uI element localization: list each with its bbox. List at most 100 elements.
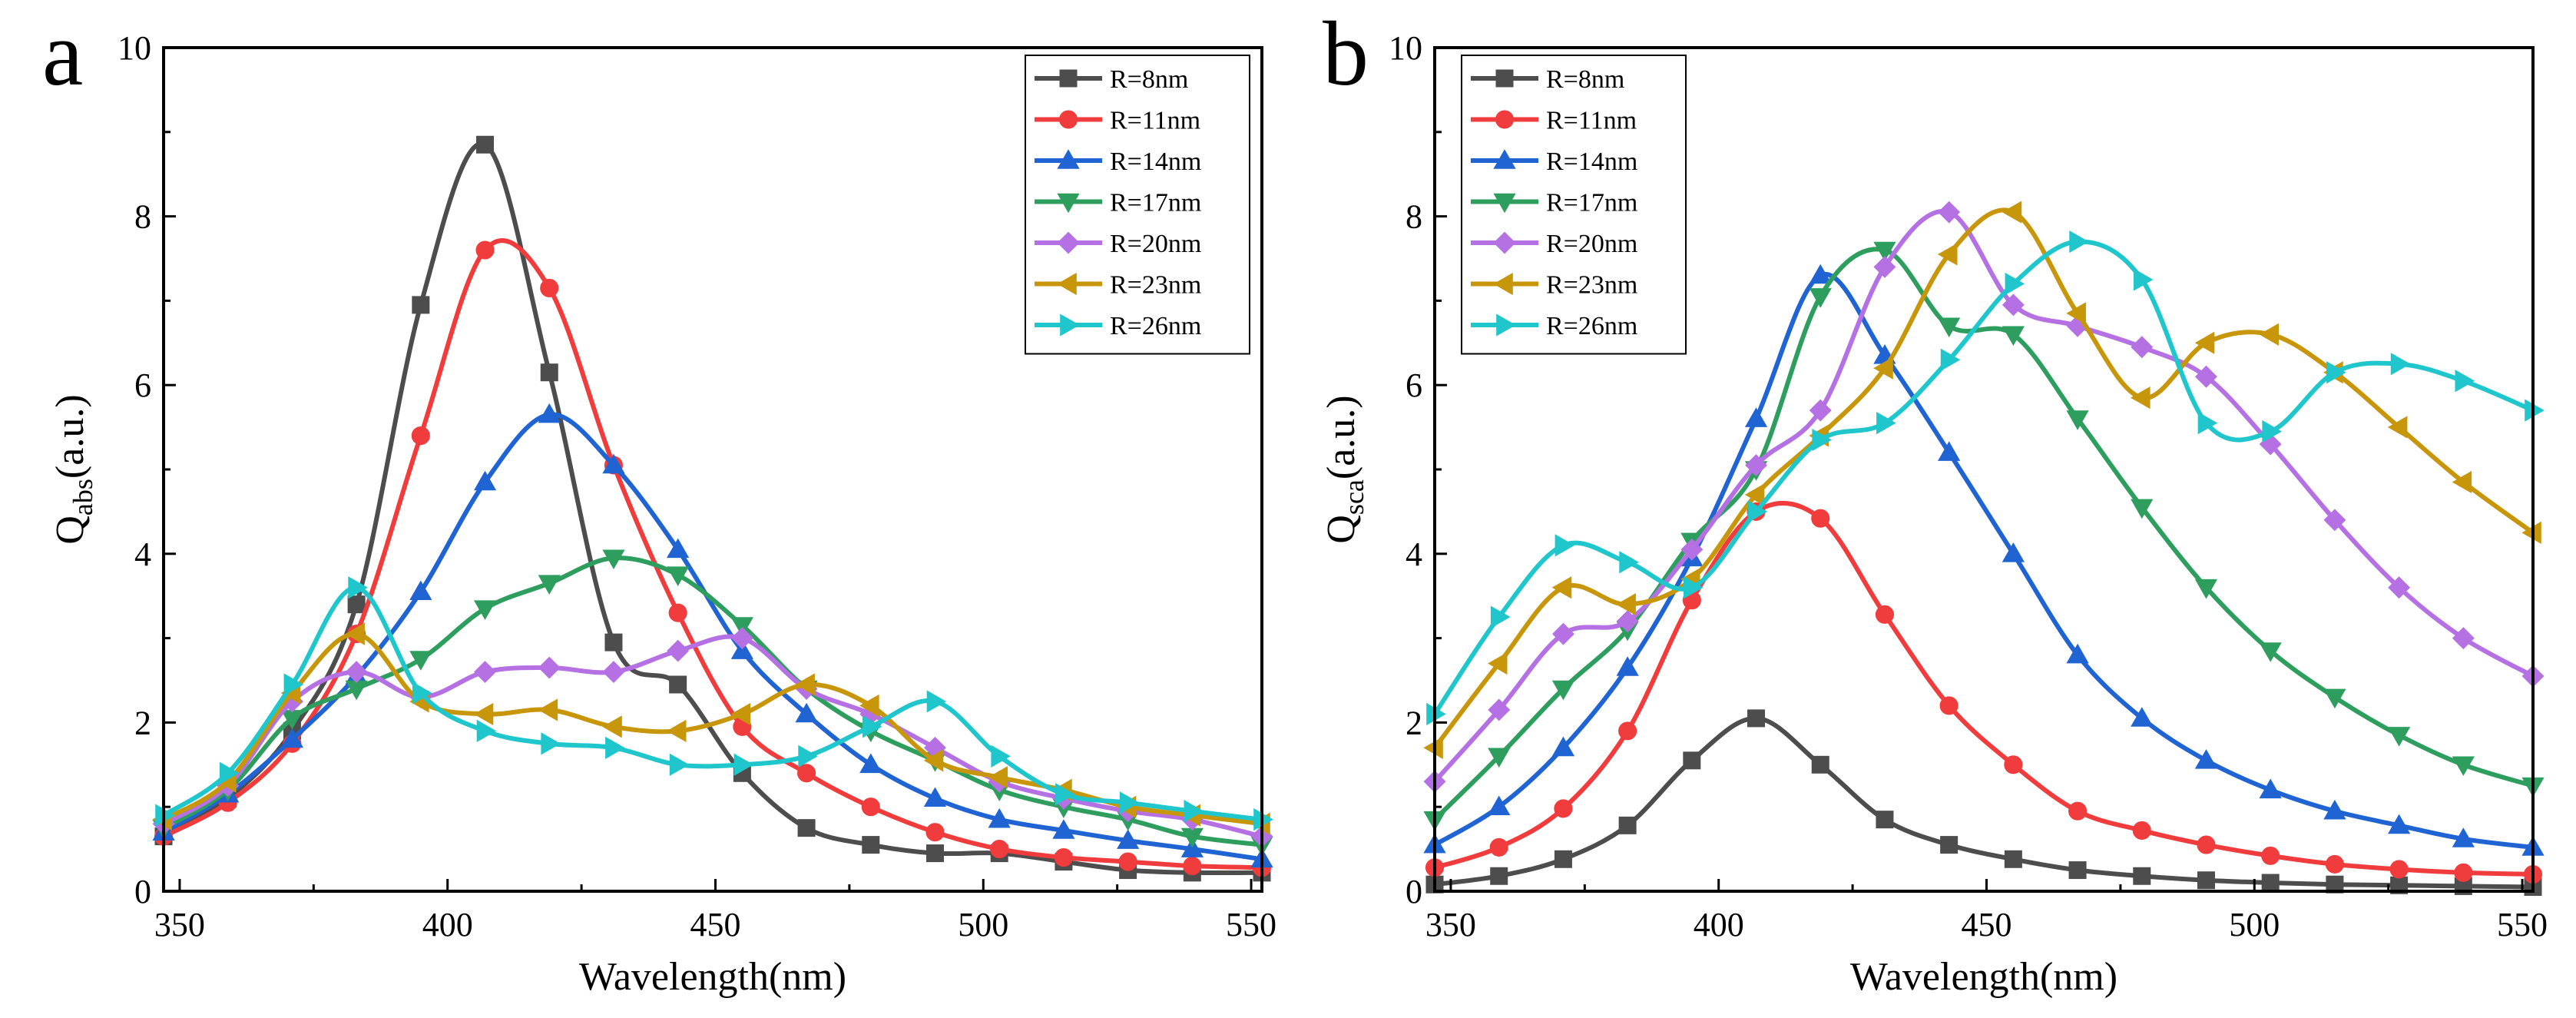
legend-item: R=8nm	[1471, 65, 1624, 94]
data-point	[2004, 755, 2023, 774]
data-point	[602, 661, 625, 684]
data-point	[1811, 509, 1830, 528]
data-point	[473, 470, 497, 491]
legend-label: R=17nm	[1546, 189, 1637, 217]
data-point	[863, 715, 882, 738]
data-point	[602, 715, 622, 738]
data-point	[1551, 680, 1575, 701]
data-point	[2134, 268, 2154, 291]
data-point	[795, 673, 815, 696]
legend-item: R=8nm	[1035, 65, 1188, 94]
data-point	[730, 627, 753, 650]
data-point	[540, 363, 558, 382]
data-point	[2131, 707, 2154, 727]
data-point	[1873, 356, 1893, 380]
data-point	[862, 836, 880, 854]
data-point	[2194, 331, 2215, 354]
data-point	[1183, 857, 1202, 876]
x-tick-label: 350	[1425, 906, 1476, 943]
x-tick-label: 400	[1694, 906, 1744, 943]
legend-label: R=8nm	[1546, 65, 1624, 94]
series-R=11nm	[154, 238, 1272, 877]
legend-item: R=23nm	[1471, 271, 1637, 300]
data-point	[2323, 799, 2346, 820]
data-point	[1054, 848, 1073, 867]
legend-label: R=8nm	[1110, 65, 1188, 94]
legend-marker	[1057, 231, 1080, 254]
data-point	[2452, 756, 2475, 777]
data-point	[2452, 470, 2472, 494]
y-tick-label: 6	[1406, 366, 1422, 404]
data-point	[1875, 605, 1895, 624]
data-point	[1118, 852, 1137, 871]
data-point	[2388, 814, 2411, 834]
legend-marker	[1057, 149, 1080, 169]
data-point	[1809, 288, 1832, 308]
data-point	[1680, 538, 1704, 561]
data-point	[476, 135, 495, 154]
data-point	[2066, 410, 2089, 430]
data-point	[733, 753, 754, 776]
x-tick-label: 500	[958, 906, 1008, 943]
data-point	[667, 566, 690, 587]
legend-item: R=20nm	[1035, 230, 1201, 258]
legend-marker	[1495, 69, 1514, 88]
data-point	[2194, 365, 2217, 388]
data-point	[1489, 837, 1508, 857]
data-point	[345, 622, 365, 645]
x-tick-label: 550	[1226, 906, 1276, 943]
data-point	[2133, 867, 2151, 885]
chart-panel-a: a 350 400 450 500 550 Wavelength(nm) 0 2 4 6 8 10 Qab…	[42, 2, 1276, 999]
legend-label: R=11nm	[1110, 107, 1200, 135]
data-point	[1618, 721, 1637, 741]
series-R=26nm	[155, 576, 1273, 831]
legend: R=8nm R=11nm R=14nm R=17nm R=20nm R=23nm R=26n…	[1461, 55, 1687, 355]
data-point	[859, 753, 882, 774]
data-point	[730, 639, 753, 659]
data-point	[1745, 454, 1768, 477]
data-point	[2326, 875, 2344, 894]
data-point	[861, 797, 880, 817]
y-axis: 0 2 4 6 8 10 Qsca(a.u.)	[1319, 29, 1447, 910]
data-point	[667, 538, 690, 559]
data-point	[1551, 576, 1572, 599]
data-point	[923, 787, 947, 807]
series-line	[162, 412, 1263, 862]
legend-item: R=14nm	[1471, 148, 1637, 176]
data-point	[1938, 201, 1961, 224]
data-point	[2259, 778, 2282, 799]
legend-marker	[1493, 193, 1516, 214]
data-point	[2325, 854, 2344, 874]
x-tick-label: 350	[154, 906, 205, 943]
legend-label: R=17nm	[1110, 189, 1201, 217]
data-point	[1490, 867, 1508, 885]
data-point	[925, 823, 945, 842]
data-point	[2004, 850, 2022, 868]
data-point	[926, 690, 947, 713]
data-point	[2197, 412, 2218, 435]
data-point	[1055, 783, 1075, 806]
x-tick-label: 450	[1961, 906, 2011, 943]
data-point	[1747, 709, 1766, 728]
data-point	[473, 600, 497, 620]
data-point	[1551, 736, 1575, 757]
data-point	[538, 403, 561, 423]
data-point	[990, 840, 1009, 859]
legend-label: R=23nm	[1546, 271, 1637, 300]
data-point	[1744, 407, 1768, 427]
data-point	[667, 639, 690, 662]
data-point	[409, 580, 432, 600]
legend-marker	[1493, 272, 1513, 296]
y-tick-label: 10	[1389, 29, 1422, 67]
data-point	[602, 453, 625, 474]
data-point	[2197, 835, 2216, 854]
series-R=14nm	[1423, 264, 2545, 856]
data-point	[2002, 293, 2025, 317]
series-line	[1433, 271, 2534, 850]
data-point	[1683, 751, 1701, 770]
data-point	[1052, 819, 1075, 839]
data-point	[2323, 509, 2346, 532]
legend: R=8nm R=11nm R=14nm R=17nm R=20nm R=23nm R=26n…	[1025, 55, 1250, 355]
data-point	[1618, 816, 1637, 834]
data-point	[798, 744, 818, 768]
